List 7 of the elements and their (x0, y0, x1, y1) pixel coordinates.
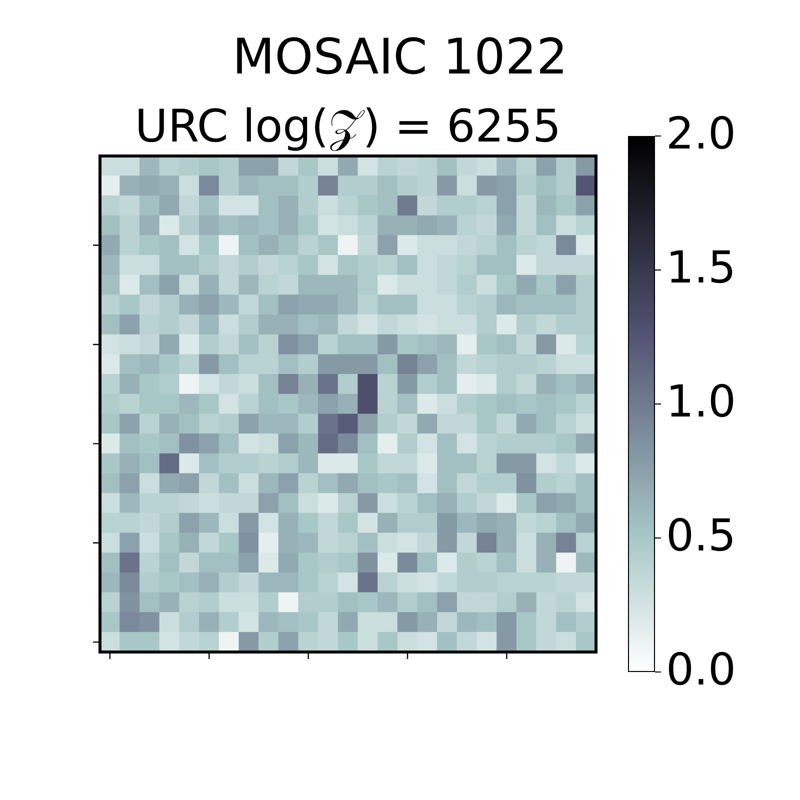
color-bar-label: 0.0 (666, 644, 736, 696)
color-bar-label: 1.0 (666, 376, 736, 428)
chart-subtitle: URC log(𝒵) = 6255 (134, 100, 562, 153)
chart-title: MOSAIC 1022 (232, 28, 568, 86)
color-bar-label: 2.0 (666, 108, 736, 160)
color-bar-label: 0.5 (666, 510, 736, 562)
color-bar-label: 1.5 (666, 242, 736, 294)
